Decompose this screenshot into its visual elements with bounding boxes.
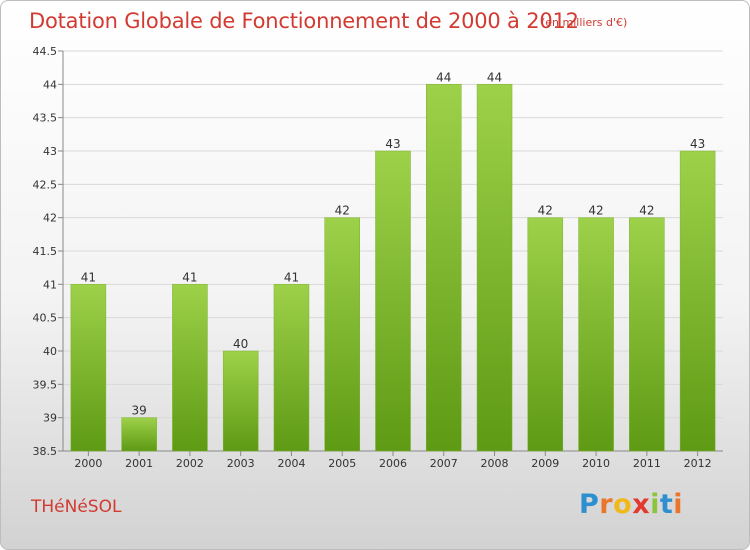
bar-2000	[70, 284, 107, 452]
logo-letter: o	[613, 489, 633, 520]
x-tick-label: 2010	[582, 457, 610, 470]
y-tick-label: 42	[43, 212, 57, 225]
y-tick-label: 39	[43, 412, 57, 425]
x-tick-label: 2003	[227, 457, 255, 470]
data-label: 42	[588, 204, 603, 218]
bars	[70, 84, 716, 456]
logo-letter: P	[579, 489, 600, 520]
data-label: 41	[284, 270, 299, 284]
bar-2007	[426, 84, 462, 452]
y-tick-label: 44	[43, 78, 57, 91]
y-tick-label: 41	[43, 278, 57, 291]
data-label: 44	[436, 70, 451, 84]
x-tick-label: 2002	[176, 457, 204, 470]
bar-2008	[476, 84, 513, 452]
x-tick-label: 2012	[684, 457, 712, 470]
data-label: 42	[538, 204, 553, 218]
chart-unit: (en milliers d'€)	[541, 16, 628, 29]
x-tick-label: 2009	[531, 457, 559, 470]
data-label: 43	[385, 137, 400, 151]
logo-letter: x	[632, 489, 651, 520]
data-label: 40	[233, 337, 248, 351]
chart-title: Dotation Globale de Fonctionnement de 20…	[29, 9, 579, 33]
y-tick-label: 40.5	[33, 312, 58, 325]
x-tick-label: 2001	[125, 457, 153, 470]
x-tick-label: 2007	[430, 457, 458, 470]
x-tick-label: 2000	[74, 457, 102, 470]
logo-letter: r	[599, 489, 614, 520]
logo-letter: t	[659, 489, 674, 520]
x-tick-label: 2008	[481, 457, 509, 470]
logo-letter: i	[673, 489, 684, 520]
y-tick-label: 39.5	[33, 378, 58, 391]
y-tick-label: 40	[43, 345, 57, 358]
bar-2004	[273, 284, 310, 452]
data-labels: 41 2000 39 2001 41 2002 40 2003 41 2004 42 2005 43 20…	[74, 70, 711, 470]
data-label: 43	[690, 137, 705, 151]
commune-name: THéNéSOL	[31, 497, 122, 517]
x-tick-label: 2006	[379, 457, 407, 470]
y-tick-label: 43.5	[33, 112, 58, 125]
bar-2003	[222, 350, 259, 452]
x-tick-label: 2011	[633, 457, 661, 470]
proxiti-logo: Proxiti	[579, 489, 683, 520]
bar-2009	[527, 217, 564, 452]
bar-2012	[679, 150, 716, 452]
logo-letter: i	[650, 489, 660, 520]
data-label: 42	[639, 204, 654, 218]
x-tick-label: 2004	[277, 457, 305, 470]
y-tick-label: 44.5	[33, 45, 58, 58]
data-label: 41	[81, 270, 96, 284]
y-tick-label: 38.5	[33, 445, 58, 458]
x-tick-label: 2005	[328, 457, 356, 470]
bar-2011	[629, 217, 665, 452]
y-tick-label: 43	[43, 145, 57, 158]
data-label: 44	[487, 70, 502, 84]
y-tick-label: 41.5	[33, 245, 58, 258]
bar-2006	[375, 150, 411, 452]
bar-2002	[172, 284, 208, 452]
y-tick-label: 42.5	[33, 178, 58, 191]
bar-2001	[121, 417, 157, 452]
data-label: 41	[182, 270, 197, 284]
bar-2005	[324, 217, 360, 452]
bar-2010	[578, 217, 614, 452]
data-label: 42	[335, 204, 350, 218]
data-label: 39	[132, 404, 147, 418]
